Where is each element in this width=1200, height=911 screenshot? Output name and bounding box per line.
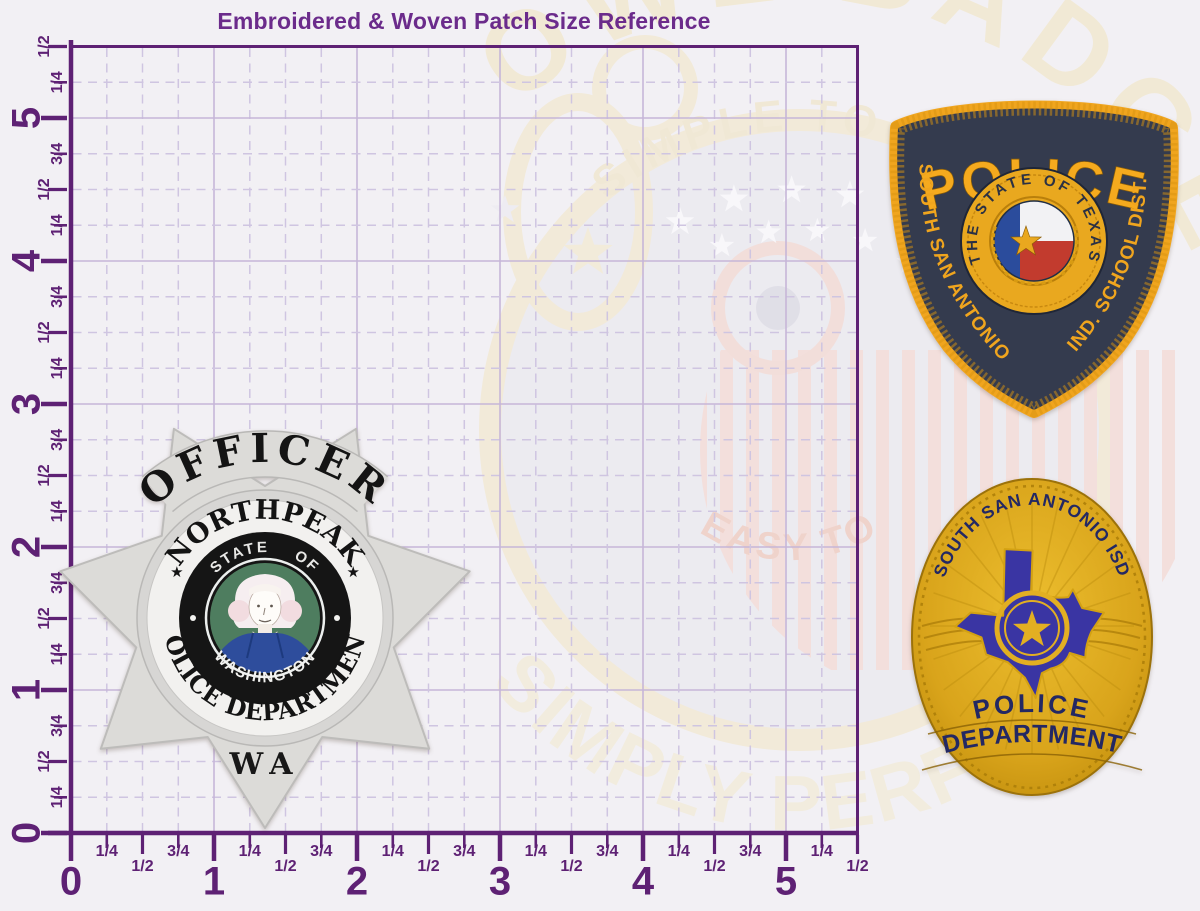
axis-ticks: [41, 44, 860, 861]
watermark-ring: [503, 93, 653, 331]
y-axis-label-fraction: 3/4: [49, 429, 66, 451]
x-axis-label-fraction: 3/4: [596, 843, 618, 860]
x-axis-label-fraction: 1/2: [846, 858, 868, 875]
badge-scallop-edge: [917, 484, 1147, 790]
x-axis-label-fraction: 1/4: [668, 843, 690, 860]
y-axis-label-fraction: 1/2: [36, 321, 53, 343]
shield-patch: POLICE THE STATE OF TEXAS SOUTH SAN ANTO…: [886, 84, 1182, 420]
x-axis-label-fraction: 1/4: [525, 843, 547, 860]
y-axis-label-fraction: 3/4: [49, 286, 66, 308]
x-axis-label-fraction: 1/4: [811, 843, 833, 860]
y-axis-label-major: 3: [5, 393, 49, 415]
x-axis-label-major: 3: [489, 860, 511, 904]
x-axis-label-fraction: 1/4: [96, 843, 118, 860]
y-axis-label-fraction: 1/4: [49, 214, 66, 236]
x-axis-label-major: 5: [775, 860, 797, 904]
x-axis-label-fraction: 1/2: [417, 858, 439, 875]
x-axis-label-fraction: 3/4: [739, 843, 761, 860]
y-axis-label-fraction: 3/4: [49, 143, 66, 165]
x-axis-label-major: 4: [632, 860, 655, 904]
y-axis-label-fraction: 1/2: [36, 464, 53, 486]
y-axis-label-fraction: 3/4: [49, 715, 66, 737]
y-axis-label-fraction: 1/4: [49, 71, 66, 93]
y-axis-label-fraction: 1/2: [36, 35, 53, 57]
y-axis-label-major: 0: [5, 822, 49, 844]
x-axis-label-fraction: 1/4: [239, 843, 261, 860]
x-axis-label-fraction: 1/2: [560, 858, 582, 875]
state-abbr-text: WA: [228, 747, 300, 782]
y-axis-label-major: 5: [5, 107, 49, 129]
y-axis-label-fraction: 1/4: [49, 643, 66, 665]
officer-banner: [142, 430, 388, 512]
y-axis-label-major: 4: [5, 249, 49, 272]
watermark-ring-small: [592, 35, 698, 141]
ring-star-right: ★: [346, 564, 359, 581]
y-axis-label-fraction: 1/2: [36, 750, 53, 772]
x-axis-label-fraction: 1/2: [274, 858, 296, 875]
page-title: Embroidered & Woven Patch Size Reference: [217, 8, 711, 34]
x-axis-label-major: 1: [203, 860, 225, 904]
y-axis-label-fraction: 1/4: [49, 357, 66, 379]
y-axis-label-fraction: 1/4: [49, 500, 66, 522]
y-axis-label-fraction: 1/2: [36, 178, 53, 200]
y-axis-label-major: 2: [5, 536, 49, 558]
x-axis-label-fraction: 3/4: [453, 843, 475, 860]
axis-labels: 001/41/41/21/23/43/4111/41/41/21/23/43/4…: [5, 35, 869, 903]
washington-portrait: [210, 563, 320, 673]
y-axis-label-fraction: 1/2: [36, 607, 53, 629]
y-axis-label-major: 1: [5, 679, 49, 701]
x-axis-label-fraction: 3/4: [167, 843, 189, 860]
x-axis-label-fraction: 1/2: [703, 858, 725, 875]
x-axis-label-fraction: 1/4: [382, 843, 404, 860]
x-axis-label-fraction: 1/2: [131, 858, 153, 875]
x-axis-label-fraction: 3/4: [310, 843, 332, 860]
badge-center-ring: [994, 590, 1070, 666]
ring-star-left: ★: [170, 564, 183, 581]
y-axis-label-fraction: 3/4: [49, 572, 66, 594]
oval-badge-patch: SOUTH SAN ANTONIO ISD POLICE DEPARTMENT: [911, 478, 1153, 796]
x-axis-label-major: 0: [60, 860, 82, 904]
y-axis-label-fraction: 1/4: [49, 786, 66, 808]
badge-banner: [921, 719, 1143, 771]
star-badge-patch: OFFICER NORTHPEAK POLICE DEPARTMENT STAT…: [55, 406, 471, 829]
x-axis-label-major: 2: [346, 860, 368, 904]
